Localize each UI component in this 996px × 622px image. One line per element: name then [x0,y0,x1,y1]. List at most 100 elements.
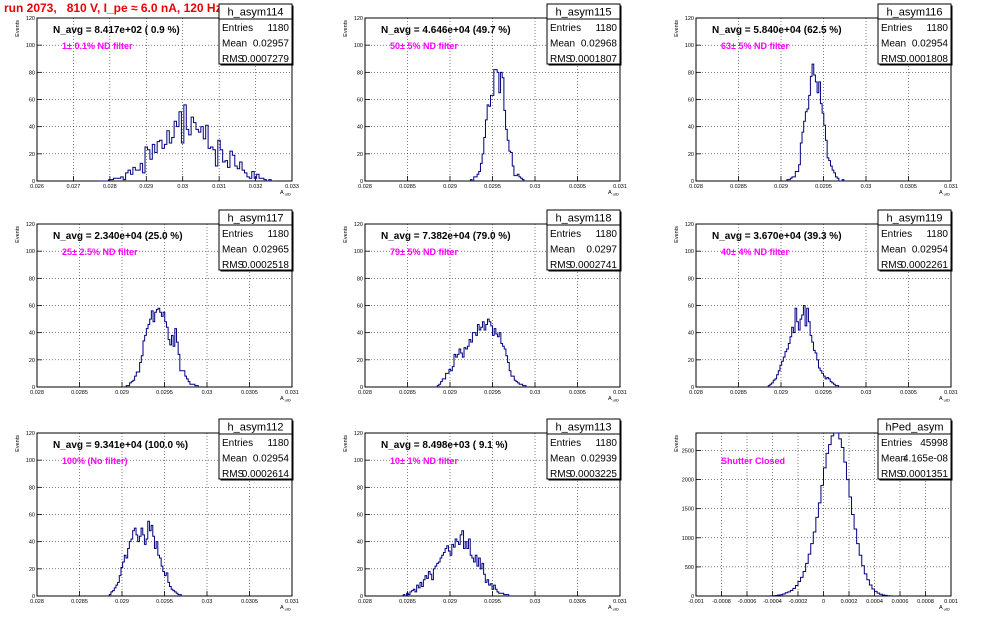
histogram-bin [484,330,486,387]
stats-label: Entries [222,229,253,240]
stats-label: Entries [550,229,581,240]
histogram-bin [841,448,844,596]
histogram-bin [162,148,164,181]
histogram-bin [203,139,205,181]
histogram-bin [150,319,152,387]
histogram-bin [135,170,137,181]
histogram-bin [498,337,500,387]
histogram-bin [237,169,239,181]
histogram-bin [471,342,473,387]
x-tick-label: 0.029 [443,390,457,396]
y-tick-label: 120 [685,16,694,22]
x-axis-label-subscript: uID [285,192,291,197]
histogram-name: h_asym114 [227,7,283,19]
y-tick-label: 60 [29,513,35,519]
x-tick-label: 0.029 [774,390,788,396]
histogram-name: h_asym116 [886,7,942,19]
x-tick-label: 0.031 [944,390,958,396]
x-axis-label-subscript: uID [613,192,619,197]
histogram-bin [164,144,166,181]
histogram-name: h_asym112 [227,422,283,434]
x-tick-label: 0.03 [861,390,872,396]
stats-label: Mean [222,454,247,465]
y-tick-label: 40 [357,125,363,131]
histogram-bin [198,132,200,181]
stats-value: 1180 [595,23,617,34]
histogram-outline [767,305,841,388]
y-axis-label: Events [343,435,349,452]
x-tick-label: 0.033 [285,184,299,190]
run-title: run 2073, 810 V, I_pe ≈ 6.0 nA, 120 Hz [4,1,222,15]
histogram-bin [798,330,800,387]
histogram-bin [211,147,213,181]
histogram-bin [485,582,487,596]
stats-label: RMS [222,54,245,65]
y-tick-label: 80 [29,70,35,76]
y-tick-label: 100 [685,249,694,255]
histogram-bin [168,339,170,387]
x-tick-label: 0.03 [202,599,213,605]
y-tick-label: 0 [691,385,694,391]
histogram-bin [165,322,167,387]
histogram-bin [503,346,505,387]
x-axis-label-subscript: uID [285,398,291,403]
histogram-bin [160,312,162,387]
histogram-bin [143,173,145,181]
y-tick-label: 20 [688,152,694,158]
y-tick-label: 40 [29,331,35,337]
histogram-bin [814,75,816,181]
y-axis-label: Events [15,435,21,452]
y-tick-label: 60 [357,513,363,519]
histogram-name: h_asym118 [555,213,611,225]
histogram-bin [215,166,217,181]
x-tick-label: 0.0295 [484,599,501,605]
y-tick-label: 40 [29,540,35,546]
y-axis-label: Events [343,20,349,37]
stats-label: Entries [550,23,581,34]
histogram-bin [479,330,481,387]
histogram-bin [482,322,484,387]
stats-label: Mean [881,39,906,50]
histogram-bin [465,542,467,596]
histogram-bin [223,162,225,181]
filter-label: 10± 1% ND filter [390,456,458,466]
histogram-bin [134,528,136,596]
stats-value: 0.0001808 [901,54,949,65]
stats-label: RMS [550,54,573,65]
navg-label: N_avg = 2.340e+04 (25.0 %) [53,231,183,242]
x-tick-label: 0 [822,599,825,605]
histogram-bin [141,528,143,596]
histogram-bin [151,311,153,387]
stats-value: 0.02968 [581,39,618,50]
histogram-panel-h_asym115: 0.028 0.0285 0.029 0.0295 0.03 0.0305 0.031 0 20… [343,3,627,197]
stats-value: 0.0001807 [570,54,618,65]
filter-label: 50± 5% ND filter [390,41,458,51]
stats-value: 45998 [920,438,948,449]
x-tick-label: 0.0305 [900,184,917,190]
histogram-bin [435,566,437,596]
histogram-bin [173,346,175,387]
histogram-bin [834,433,837,596]
histogram-bin [793,333,795,387]
x-tick-label: 0.03 [530,599,541,605]
stats-box [546,3,621,65]
histogram-bin [839,439,842,596]
stats-value: 1180 [926,229,948,240]
filter-label: 63± 5% ND filter [721,41,789,51]
histogram-bin [161,316,163,387]
stats-box [877,418,952,480]
histogram-panel-h_asym119: 0.028 0.0285 0.029 0.0295 0.03 0.0305 0.031 0 20… [674,209,958,403]
x-tick-label: 0.0285 [71,390,88,396]
y-tick-label: 80 [688,276,694,282]
histogram-bin [445,548,447,596]
x-tick-label: 0.0305 [569,390,586,396]
histogram-bin [496,334,498,387]
stats-box [546,209,621,271]
histogram-bin [443,553,445,596]
histogram-bin [180,371,182,387]
x-tick-label: 0.0285 [399,599,416,605]
y-tick-label: 80 [357,276,363,282]
histogram-bin [146,539,148,596]
x-tick-label: 0.03 [530,390,541,396]
x-axis-label: AuID [608,605,619,612]
